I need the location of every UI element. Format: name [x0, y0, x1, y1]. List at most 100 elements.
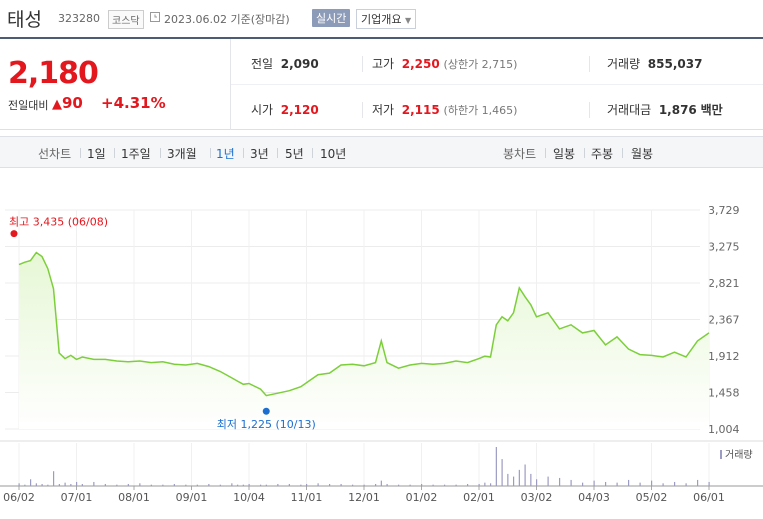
- volume-bar: [231, 483, 233, 486]
- price-area: [19, 252, 709, 429]
- x-tick-label: 09/01: [176, 491, 208, 504]
- divider: [277, 148, 278, 158]
- volume-bar: [340, 483, 342, 486]
- stat-unit: 백만: [700, 103, 723, 117]
- price-line: [18, 251, 710, 397]
- x-tick-label: 03/02: [521, 491, 553, 504]
- x-tick-label: 02/01: [463, 491, 495, 504]
- volume-bar: [185, 484, 187, 486]
- volume-bar: [208, 483, 210, 486]
- stock-name: 태성: [7, 9, 42, 31]
- tab-1y[interactable]: 1년: [216, 147, 235, 161]
- divider: [160, 148, 161, 158]
- tab-monthly[interactable]: 월봉: [631, 147, 654, 161]
- volume-bar: [173, 483, 175, 486]
- tab-3y[interactable]: 3년: [250, 147, 269, 161]
- company-overview-button[interactable]: 기업개요 ▼: [356, 9, 417, 29]
- volume-bar: [64, 482, 66, 486]
- stat-label: 저가: [372, 103, 395, 117]
- volume-bar: [628, 479, 630, 486]
- header-divider: [0, 37, 763, 39]
- tab-weekly[interactable]: 주봉: [591, 147, 614, 161]
- base-date: 2023.06.02 기준(장마감): [164, 13, 290, 26]
- volume-bar: [495, 447, 497, 486]
- divider: [622, 148, 623, 158]
- chart-period-tabs: 선차트 1일 1주일 3개월 1년 3년 5년 10년 봉차트 일봉 주봉 월봉: [0, 136, 763, 168]
- price-chart[interactable]: 3,729 3,275 2,821 2,367 1,912 1,458 1,004 06/02…: [0, 168, 763, 519]
- volume-bar: [432, 484, 434, 486]
- x-tick-label: 10/04: [233, 491, 265, 504]
- market-badge: 코스닥: [108, 10, 144, 29]
- price-summary: 2,180 전일대비 ▲90 +4.31% 전일 2,090 고가 2,250 …: [0, 39, 763, 130]
- high-marker: [10, 230, 18, 238]
- volume-bar: [605, 481, 607, 486]
- volume-bar: [306, 483, 308, 486]
- volume-bar: [300, 484, 302, 486]
- volume-legend-label: 거래량: [725, 449, 753, 461]
- stat-label: 고가: [372, 57, 395, 71]
- tab-10y[interactable]: 10년: [320, 147, 347, 161]
- divider: [80, 148, 81, 158]
- y-tick-label: 2,367: [708, 314, 740, 327]
- low-marker: [262, 407, 270, 415]
- tab-daily[interactable]: 일봉: [553, 147, 576, 161]
- y-tick-label: 1,458: [708, 387, 740, 400]
- stat-value: 2,120: [280, 103, 319, 117]
- volume-bar: [570, 479, 572, 486]
- volume-bar: [518, 469, 520, 486]
- volume-bar: [708, 481, 710, 486]
- volume-bar: [24, 484, 26, 486]
- divider: [589, 56, 590, 72]
- volume-bar: [685, 483, 687, 486]
- x-tick-label: 06/01: [693, 491, 725, 504]
- volume-bar: [265, 484, 267, 486]
- tab-1d[interactable]: 1일: [87, 147, 106, 161]
- y-tick-label: 1,004: [708, 423, 740, 436]
- volume-bar: [93, 481, 95, 486]
- divider: [584, 148, 585, 158]
- y-tick-label: 1,912: [708, 350, 740, 363]
- divider: [362, 102, 363, 118]
- stat-trade-value: 거래대금 1,876 백만: [607, 101, 723, 118]
- x-tick-label: 08/01: [118, 491, 150, 504]
- volume-bar: [467, 483, 469, 486]
- tab-3m[interactable]: 3개월: [167, 147, 197, 161]
- volume-bar: [478, 483, 480, 486]
- stat-value: 2,115: [401, 103, 440, 117]
- volume-bar: [547, 476, 549, 486]
- tab-5y[interactable]: 5년: [285, 147, 304, 161]
- divider: [312, 148, 313, 158]
- divider: [231, 84, 763, 85]
- stat-open: 시가 2,120: [251, 101, 319, 118]
- volume-bar: [616, 482, 618, 486]
- volume-bar: [242, 484, 244, 486]
- volume-bar: [444, 484, 446, 486]
- compare-label: 전일대비: [8, 99, 49, 112]
- stat-value: 2,090: [280, 57, 319, 71]
- realtime-button[interactable]: 실시간: [312, 9, 351, 27]
- volume-bar: [507, 473, 509, 486]
- line-chart-label: 선차트: [38, 147, 72, 161]
- volume-bar: [536, 479, 538, 486]
- volume-bar: [70, 483, 72, 486]
- stat-label: 시가: [251, 103, 274, 117]
- stat-volume: 거래량 855,037: [607, 55, 702, 72]
- volume-bar: [288, 483, 290, 486]
- y-tick-label: 3,275: [708, 241, 740, 254]
- volume-bar: [139, 483, 141, 486]
- divider: [545, 148, 546, 158]
- low-annotation: 최저 1,225 (10/13): [217, 418, 316, 431]
- volume-bar: [18, 483, 20, 486]
- stat-label: 거래대금: [607, 103, 652, 117]
- divider: [210, 148, 211, 158]
- volume-bar: [697, 479, 699, 486]
- volume-bar: [662, 483, 664, 486]
- high-annotation: 최고 3,435 (06/08): [9, 216, 108, 229]
- tab-1w[interactable]: 1주일: [121, 147, 151, 161]
- volume-bar: [582, 482, 584, 486]
- volume-bar: [559, 477, 561, 486]
- volume-bar: [58, 483, 60, 486]
- volume-bar: [380, 480, 382, 486]
- volume-bar: [150, 484, 152, 486]
- volume-bar: [363, 484, 365, 486]
